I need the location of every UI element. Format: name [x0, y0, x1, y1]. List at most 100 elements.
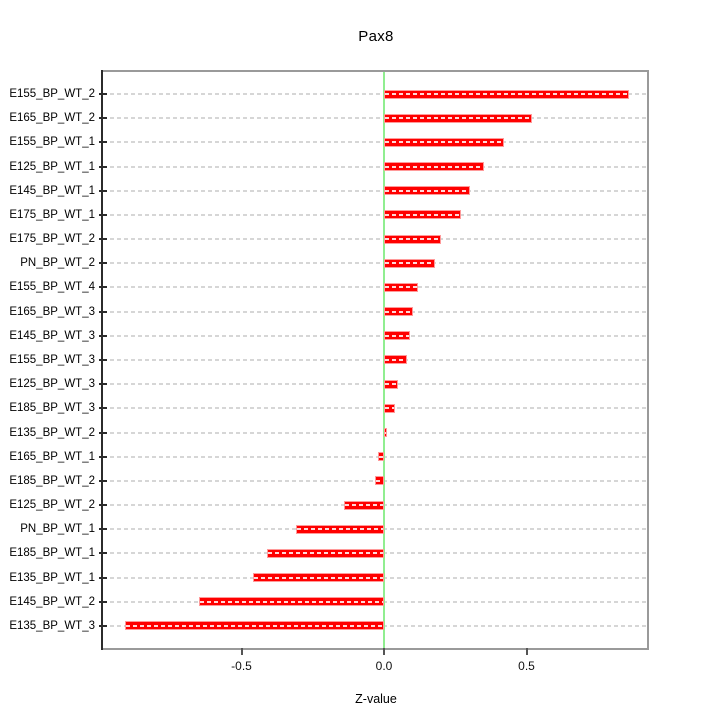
grid-line-over-bar: [385, 213, 460, 216]
bar: [344, 500, 384, 510]
grid-line-over-bar: [385, 141, 503, 144]
grid-line-over-bar: [385, 383, 398, 386]
y-axis-label: E145_BP_WT_2: [9, 595, 95, 608]
y-axis-label: E185_BP_WT_1: [9, 547, 95, 560]
plot-border-right: [647, 70, 649, 650]
grid-line-over-bar: [385, 334, 409, 337]
y-axis-label: E165_BP_WT_1: [9, 450, 95, 463]
x-axis-tick-label: 0.0: [375, 659, 393, 673]
y-axis-label: E155_BP_WT_1: [9, 136, 95, 149]
grid-line-over-bar: [268, 552, 383, 555]
y-axis-label: E125_BP_WT_2: [9, 499, 95, 512]
plot-border-bottom: [101, 648, 649, 650]
y-axis-tick: [99, 238, 107, 241]
bar: [384, 89, 630, 99]
bar: [384, 331, 410, 341]
y-axis-label: E175_BP_WT_2: [9, 233, 95, 246]
y-axis-tick: [99, 189, 107, 192]
bar: [384, 379, 399, 389]
y-axis-label: E175_BP_WT_1: [9, 208, 95, 221]
grid-line: [103, 334, 647, 337]
plot-area: [103, 72, 647, 648]
bar: [384, 137, 504, 147]
y-axis-label: E155_BP_WT_3: [9, 353, 95, 366]
y-axis-label: E165_BP_WT_3: [9, 305, 95, 318]
grid-line-over-bar: [199, 600, 383, 603]
y-axis-tick: [99, 528, 107, 531]
y-axis-tick: [99, 334, 107, 337]
y-axis-tick: [99, 310, 107, 313]
y-axis-tick: [99, 504, 107, 507]
y-axis-label: E135_BP_WT_3: [9, 619, 95, 632]
y-axis-tick: [99, 141, 107, 144]
grid-line: [103, 310, 647, 313]
y-axis-tick: [99, 117, 107, 120]
grid-line: [103, 262, 647, 265]
y-axis-tick: [99, 383, 107, 386]
bar: [384, 307, 413, 317]
x-axis-tick-label: -0.5: [231, 659, 252, 673]
grid-line-over-bar: [253, 576, 383, 579]
bar: [124, 621, 384, 631]
x-axis-tick-label: 0.5: [518, 659, 535, 673]
bar: [198, 597, 384, 607]
x-axis-tick: [383, 648, 385, 655]
plot-border-top: [101, 70, 649, 72]
grid-line: [103, 189, 647, 192]
grid-line: [103, 431, 647, 434]
bar: [295, 524, 384, 534]
y-axis-label: E145_BP_WT_3: [9, 329, 95, 342]
y-axis-tick: [99, 213, 107, 216]
y-axis-label: E155_BP_WT_4: [9, 281, 95, 294]
bar: [384, 210, 461, 220]
grid-line-over-bar: [385, 93, 629, 95]
y-axis-label: PN_BP_WT_2: [20, 257, 95, 270]
y-axis-label: E135_BP_WT_2: [9, 426, 95, 439]
y-axis-tick: [99, 576, 107, 579]
bar: [384, 234, 441, 244]
bar: [384, 186, 470, 196]
y-axis-tick: [99, 479, 107, 482]
grid-line-over-bar: [385, 189, 469, 192]
y-axis-tick: [99, 624, 107, 627]
grid-line-over-bar: [385, 286, 418, 289]
y-axis-tick: [99, 455, 107, 458]
y-axis-label: E165_BP_WT_2: [9, 112, 95, 125]
bar: [384, 162, 484, 172]
grid-line: [103, 238, 647, 241]
x-axis-label: Z-value: [355, 692, 397, 706]
grid-line: [103, 141, 647, 144]
y-axis-tick: [99, 286, 107, 289]
y-axis-label: PN_BP_WT_1: [20, 523, 95, 536]
y-axis-label: E135_BP_WT_1: [9, 571, 95, 584]
grid-line-over-bar: [385, 262, 435, 265]
y-axis-tick: [99, 600, 107, 603]
grid-line: [103, 165, 647, 168]
grid-line-over-bar: [296, 528, 383, 531]
grid-line-over-bar: [385, 117, 532, 120]
grid-line: [103, 407, 647, 410]
grid-line: [103, 93, 647, 95]
grid-line: [103, 117, 647, 120]
grid-line-over-bar: [385, 407, 395, 410]
bar: [375, 476, 384, 486]
grid-line-over-bar: [385, 165, 483, 168]
x-axis-tick: [240, 648, 243, 655]
y-axis-tick: [99, 358, 107, 361]
grid-line-over-bar: [385, 310, 412, 313]
grid-line-over-bar: [345, 504, 383, 507]
grid-line-over-bar: [376, 479, 383, 482]
y-axis-tick: [99, 165, 107, 168]
bar: [384, 282, 419, 292]
y-axis-label: E145_BP_WT_1: [9, 184, 95, 197]
y-axis-tick: [99, 552, 107, 555]
y-axis-tick: [99, 93, 107, 95]
y-axis-label: E185_BP_WT_2: [9, 474, 95, 487]
x-axis-tick: [525, 648, 528, 655]
bar: [384, 403, 396, 413]
grid-line-over-bar: [385, 238, 440, 241]
y-axis-tick: [99, 262, 107, 265]
grid-line: [103, 286, 647, 289]
grid-line: [103, 358, 647, 361]
